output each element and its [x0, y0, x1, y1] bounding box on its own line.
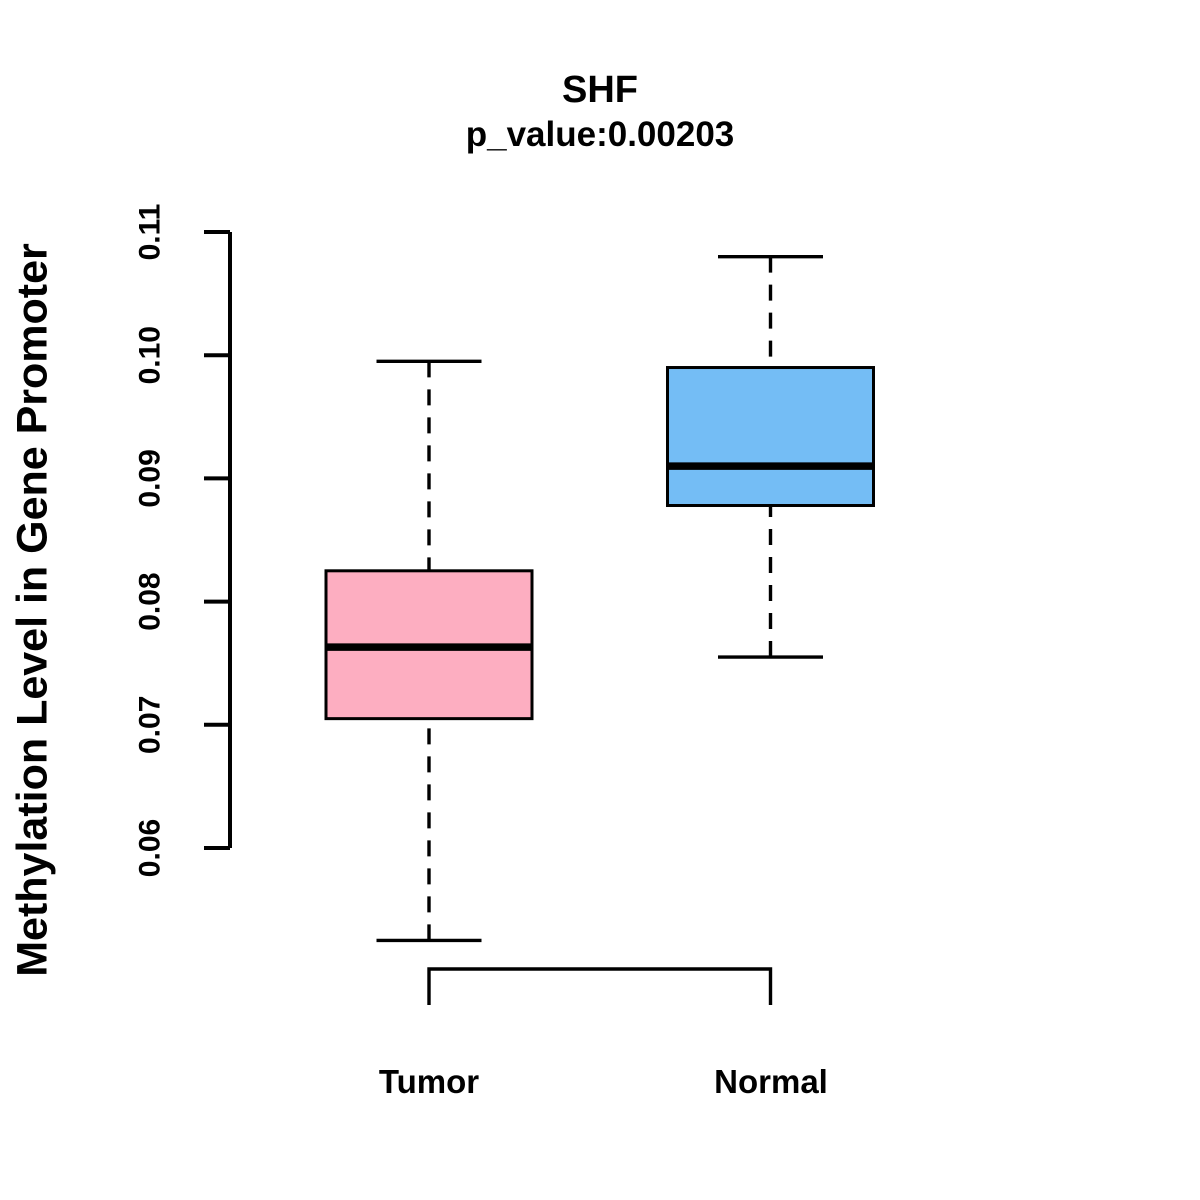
y-tick-label: 0.06: [134, 819, 167, 877]
y-tick-label: 0.09: [134, 449, 167, 507]
chart-subtitle: p_value:0.00203: [465, 115, 735, 154]
y-tick-label: 0.08: [134, 572, 167, 630]
chart-title: SHF: [562, 69, 638, 111]
y-tick-label: 0.10: [134, 326, 167, 384]
y-tick-label: 0.07: [134, 696, 167, 754]
box-normal: [666, 366, 875, 508]
y-tick-label: 0.11: [134, 204, 167, 261]
x-label-normal: Normal: [714, 1063, 828, 1100]
x-axis-bracket: [427, 967, 773, 1005]
x-label-tumor: Tumor: [378, 1063, 480, 1100]
